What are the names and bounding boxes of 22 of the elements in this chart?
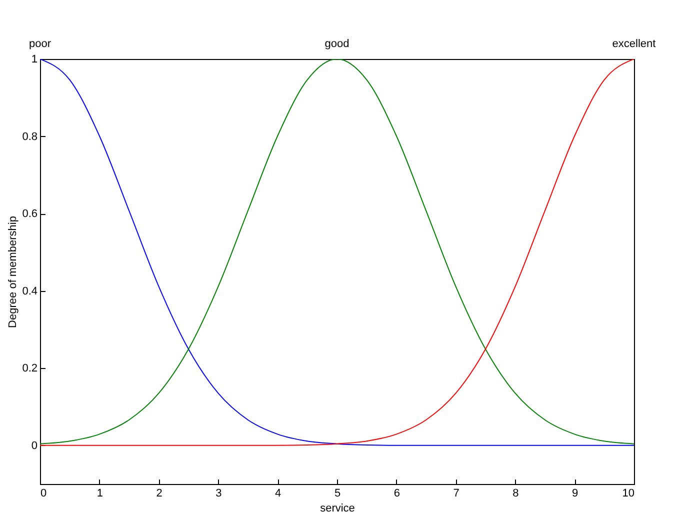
x-tick-label: 3 [216,488,222,500]
series-label: poor [28,38,52,50]
y-tick-label: 0.2 [22,362,38,375]
x-tick-label: 0 [40,488,47,500]
y-tick-label: 0.6 [22,208,38,220]
x-tick-label: 8 [512,488,519,500]
series-label: good [324,38,350,50]
x-tick-label: 6 [394,488,400,500]
x-tick-label: 4 [275,488,282,500]
x-axis-title: service [320,502,355,514]
series-label: excellent [612,38,656,50]
x-tick-label: 10 [622,488,634,500]
x-tick-label: 2 [156,488,162,500]
x-tick-label: 7 [453,488,460,500]
y-tick-label: 0.4 [22,285,38,298]
x-tick-label: 1 [96,488,103,500]
y-tick-label: 0 [31,440,38,452]
y-tick-label: 1 [31,54,38,66]
y-tick-label: 0.8 [22,130,38,143]
y-axis-title: Degree of membership [7,216,20,328]
x-tick-label: 9 [572,488,578,500]
x-tick-label: 5 [334,488,341,500]
